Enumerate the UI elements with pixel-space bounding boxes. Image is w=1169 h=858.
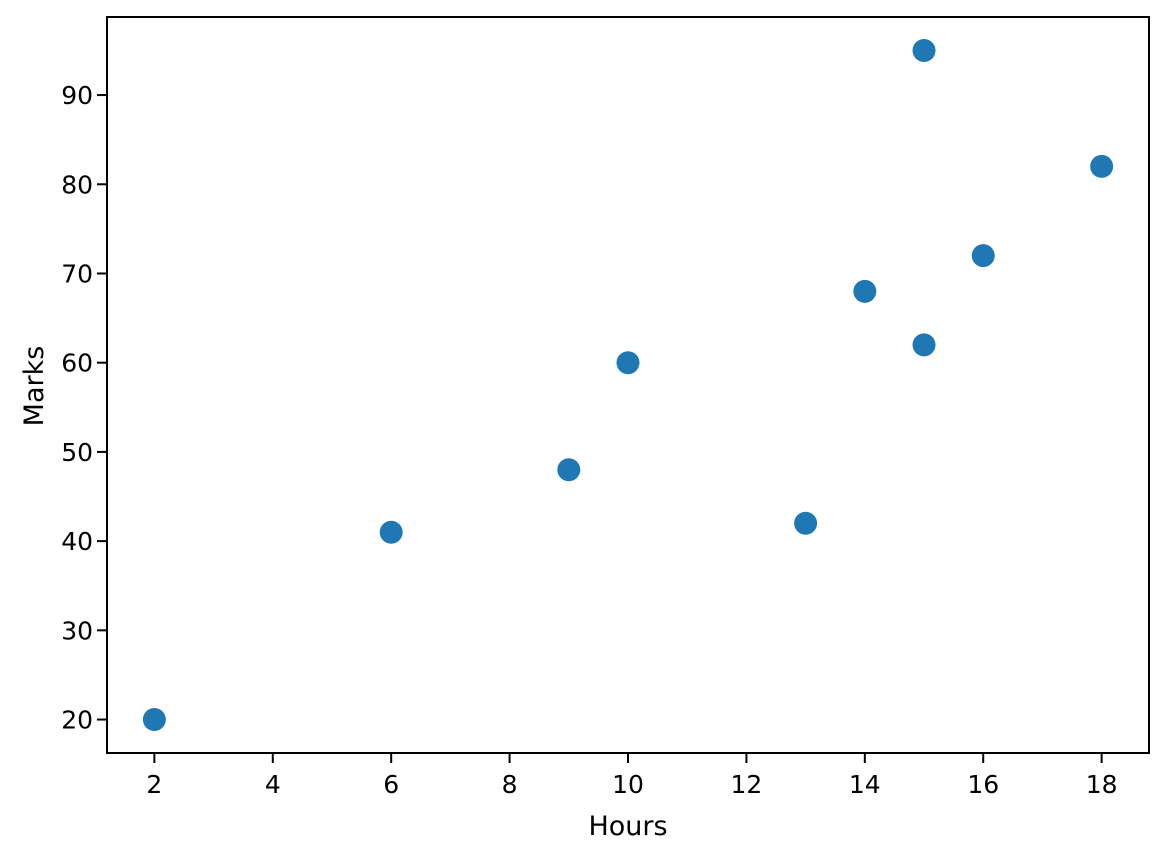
- x-ticks: 2 4 6 8 10 12 14 16 18: [146, 753, 1118, 799]
- x-tick-label: 2: [146, 770, 162, 799]
- data-point: [142, 708, 166, 732]
- y-tick-label: 60: [61, 349, 93, 378]
- data-point: [912, 333, 936, 357]
- y-tick-label: 30: [61, 616, 93, 645]
- x-tick-label: 18: [1086, 770, 1118, 799]
- data-points: [142, 38, 1114, 732]
- plot-area: [106, 16, 1150, 754]
- x-axis-label: Hours: [588, 811, 667, 842]
- x-tick-label: 16: [967, 770, 999, 799]
- x-tick-label: 8: [502, 770, 518, 799]
- y-tick-label: 70: [61, 259, 93, 288]
- x-tick-label: 12: [731, 770, 763, 799]
- x-tick-label: 14: [849, 770, 881, 799]
- y-tick-label: 80: [61, 170, 93, 199]
- x-tick-label: 4: [265, 770, 281, 799]
- y-tick-label: 40: [61, 527, 93, 556]
- x-tick-label: 6: [383, 770, 399, 799]
- data-point: [557, 458, 581, 482]
- data-point: [912, 38, 936, 62]
- data-point: [616, 351, 640, 375]
- y-tick-label: 20: [61, 706, 93, 735]
- data-point: [971, 244, 995, 268]
- data-point: [1090, 154, 1114, 178]
- data-point: [853, 279, 877, 303]
- y-tick-label: 90: [61, 81, 93, 110]
- x-tick-label: 10: [612, 770, 644, 799]
- y-axis-label: Marks: [19, 346, 50, 427]
- data-point: [379, 520, 403, 544]
- y-tick-label: 50: [61, 438, 93, 467]
- y-ticks: 20 30 40 50 60 70 80 90: [61, 81, 107, 735]
- data-point: [794, 511, 818, 535]
